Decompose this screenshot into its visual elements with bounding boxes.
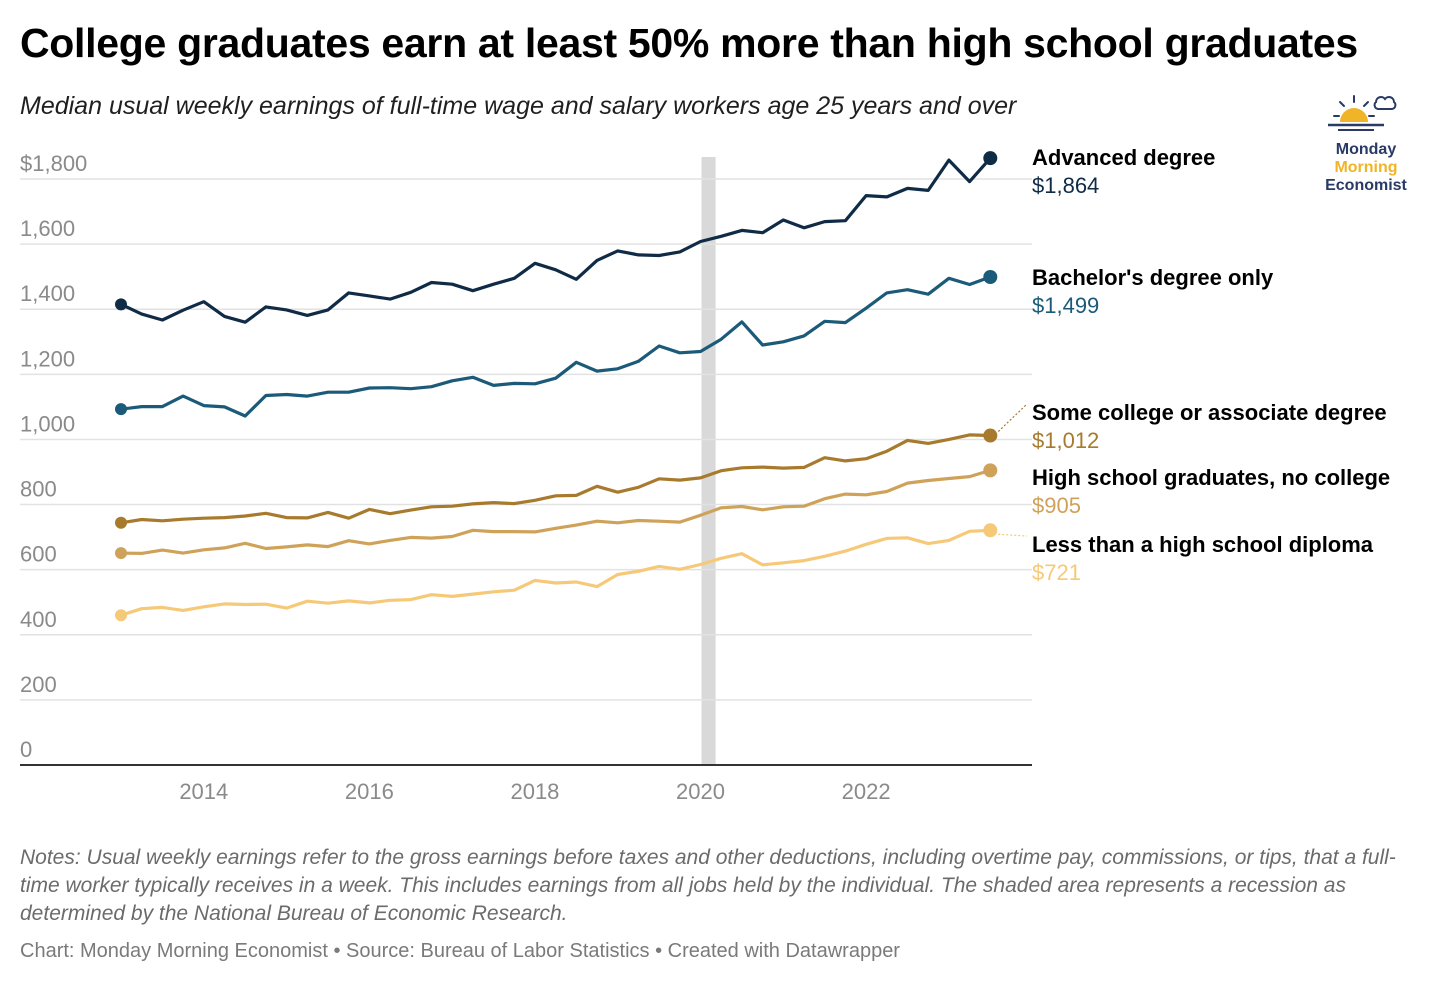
gridlines — [20, 178, 1032, 766]
logo-word-monday: Monday — [1335, 141, 1397, 158]
series-start-point — [115, 547, 127, 560]
x-tick-label: 2014 — [179, 779, 228, 804]
y-tick-label: 1,200 — [20, 346, 75, 371]
y-tick-label: 600 — [20, 542, 57, 567]
monday-morning-economist-logo: Monday Morning Economist — [1318, 88, 1414, 200]
series-end-point — [983, 269, 998, 284]
line-chart: 02004006008001,0001,2001,4001,600$1,800 … — [20, 145, 1390, 804]
sun-logo-icon — [1328, 95, 1397, 131]
x-tick-label: 2020 — [676, 779, 725, 804]
y-tick-label: 1,000 — [20, 411, 75, 436]
y-tick-label: 800 — [20, 477, 57, 502]
series-end-point — [983, 428, 998, 443]
x-tick-label: 2016 — [345, 779, 394, 804]
recession-band — [701, 157, 716, 765]
series-name-label: Bachelor's degree only — [1032, 265, 1274, 290]
series-start-point — [115, 298, 127, 311]
series-line — [119, 275, 992, 418]
series-line — [119, 433, 992, 525]
series-value-label: $1,499 — [1032, 293, 1099, 318]
chart-title: College graduates earn at least 50% more… — [20, 20, 1358, 66]
series-labels: Advanced degree $1,864 Bachelor's degree o… — [997, 145, 1390, 585]
label-leader — [998, 533, 1028, 537]
series-name-label: Advanced degree — [1032, 145, 1215, 170]
series-end-point — [983, 463, 998, 478]
x-tick-label: 2022 — [842, 779, 891, 804]
series-end-point — [983, 151, 998, 166]
recession-band-layer — [701, 157, 716, 765]
y-tick-label: 1,600 — [20, 216, 75, 241]
series-start-point — [115, 403, 127, 416]
chart-subtitle: Median usual weekly earnings of full-tim… — [20, 92, 1017, 120]
series-value-label: $721 — [1032, 560, 1081, 585]
series-name-label: High school graduates, no college — [1032, 465, 1390, 490]
y-tick-label: 200 — [20, 672, 57, 697]
chart-notes: Notes: Usual weekly earnings refer to th… — [20, 846, 1396, 925]
series-value-label: $1,864 — [1032, 173, 1099, 198]
y-tick-label: 400 — [20, 607, 57, 632]
chart-credit: Chart: Monday Morning Economist • Source… — [20, 940, 900, 962]
series-name-label: Less than a high school diploma — [1032, 532, 1374, 557]
series-line — [119, 468, 992, 556]
x-tick-label: 2018 — [510, 779, 559, 804]
series-value-label: $905 — [1032, 493, 1081, 518]
series-end-point — [983, 523, 998, 538]
logo-word-morning: Morning — [1334, 159, 1398, 176]
series-start-point — [115, 516, 127, 529]
x-axis-ticks: 2014 2016 2018 2020 2022 — [179, 779, 890, 804]
y-axis-ticks: 0 200 400 600 800 1,000 1,200 1,400 1,600 $1,800 — [20, 151, 87, 762]
series-value-label: $1,012 — [1032, 428, 1099, 453]
logo-word-economist: Economist — [1325, 177, 1407, 194]
y-tick-label: 0 — [20, 737, 32, 762]
label-leader — [997, 403, 1028, 432]
series-start-point — [115, 609, 127, 622]
series-line — [119, 156, 992, 324]
series-name-label: Some college or associate degree — [1032, 400, 1387, 425]
series-line — [119, 528, 992, 617]
y-tick-label: 1,400 — [20, 281, 75, 306]
y-tick-label: $1,800 — [20, 151, 87, 176]
series-lines — [115, 151, 998, 622]
